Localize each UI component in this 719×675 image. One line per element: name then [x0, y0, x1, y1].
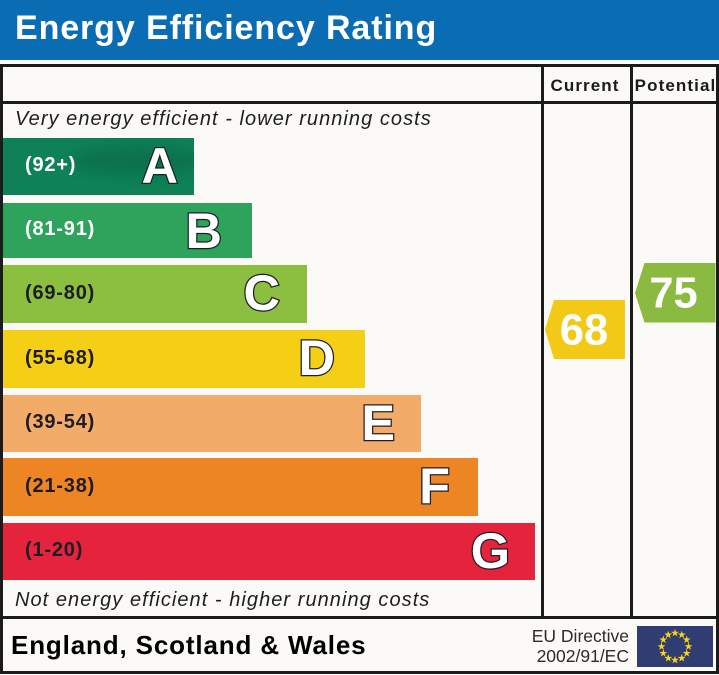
- svg-text:75: 75: [649, 270, 697, 318]
- svg-text:68: 68: [560, 307, 608, 355]
